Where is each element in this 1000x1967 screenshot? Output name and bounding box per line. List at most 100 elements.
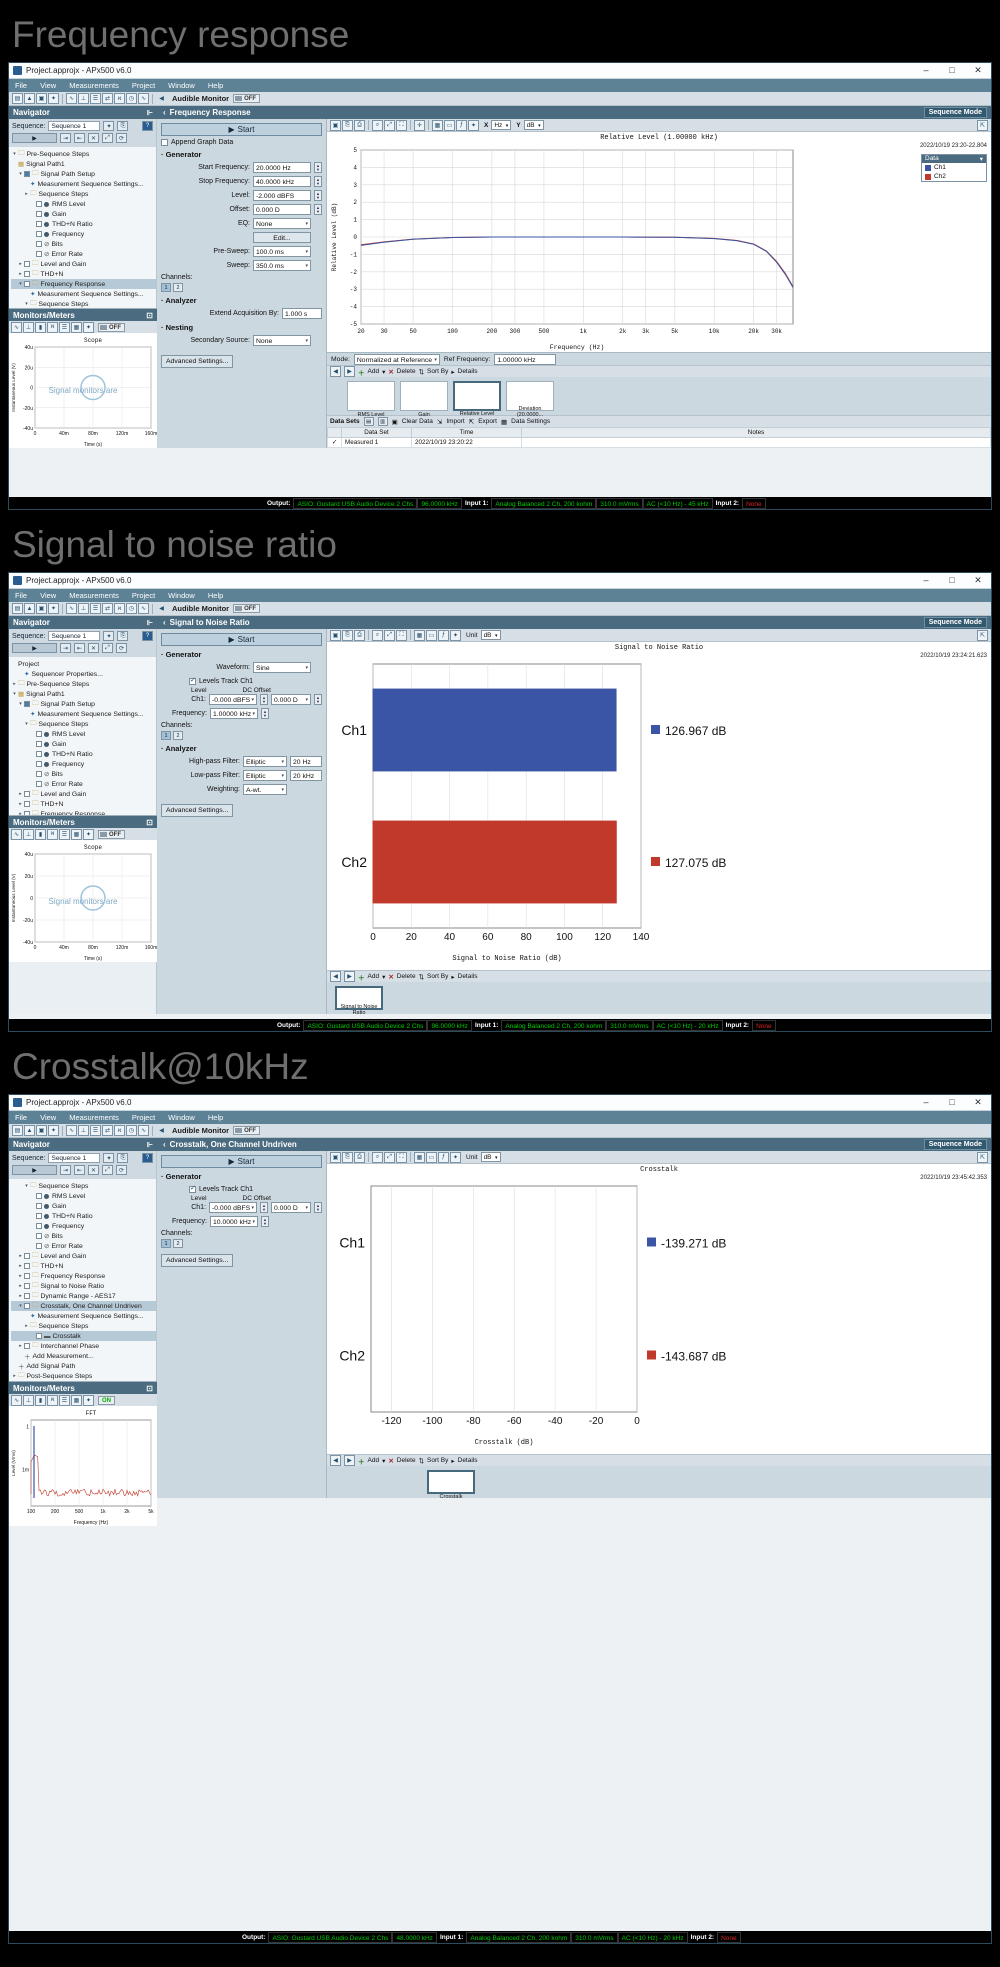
menu-view[interactable]: View xyxy=(40,81,56,90)
monitor-list-icon[interactable]: ☰ xyxy=(59,322,70,333)
monitor-toggle[interactable]: OFF xyxy=(98,323,125,332)
tree-item[interactable]: ▸ 🗀 Frequency Response xyxy=(11,1271,156,1281)
close-button[interactable]: ✕ xyxy=(965,65,991,76)
start-button-snr[interactable]: ▶ Start xyxy=(161,633,322,646)
graph-settings-icon-ct[interactable]: ✦ xyxy=(450,1152,461,1163)
ch1-dc-input[interactable]: 0.000 D xyxy=(271,694,311,705)
zoom-icon[interactable]: ⌕ xyxy=(372,120,383,131)
tree-item[interactable]: ▾ ▦ Signal Path1 xyxy=(11,689,156,699)
navigator-pin-icon-snr[interactable]: ⊩ xyxy=(147,619,153,627)
ch1-level-stepper[interactable]: ▲ ▼ xyxy=(260,694,268,705)
tree-item[interactable]: ▦ Signal Path1 xyxy=(11,159,156,169)
meter-icon-ct[interactable]: ⊥ xyxy=(78,1125,89,1136)
meter-icon[interactable]: ⊥ xyxy=(78,93,89,104)
sort-icon-ct[interactable]: ⇅ xyxy=(419,1457,424,1465)
step-forward-icon-ct[interactable]: ⇥ xyxy=(60,1165,71,1175)
sequence-mode-button-snr[interactable]: Sequence Mode xyxy=(924,617,987,628)
tree-item[interactable]: Gain xyxy=(11,209,156,219)
sequence-mode-button[interactable]: Sequence Mode xyxy=(924,107,987,118)
tree-item[interactable]: ✦Measurement Sequence Settings... xyxy=(11,1311,156,1321)
output-rate-value[interactable]: 96.0000 kHz xyxy=(417,498,462,509)
menu-file-snr[interactable]: File xyxy=(15,591,27,600)
scope-icon-snr[interactable]: ∿ xyxy=(138,603,149,614)
help-icon-ct[interactable]: ? xyxy=(142,1153,153,1163)
refresh-icon-ct[interactable]: ⟳ xyxy=(116,1165,127,1175)
tree-checkbox[interactable] xyxy=(24,1253,30,1259)
tree-item[interactable]: RMS Level xyxy=(11,729,156,739)
waveform-icon-snr[interactable]: ∿ xyxy=(66,603,77,614)
stop-icon[interactable]: ✕ xyxy=(88,133,99,143)
output-device-value-ct[interactable]: ASIO: Gustard USB Audio Device 2 Chs xyxy=(268,1932,392,1943)
input2-value[interactable]: None xyxy=(742,498,766,509)
formula-icon-snr[interactable]: ƒ xyxy=(438,630,449,641)
input1-level-value-snr[interactable]: 310.0 mVrms xyxy=(606,1020,652,1031)
crosshair-icon[interactable]: ✛ xyxy=(414,120,425,131)
input2-value-ct[interactable]: None xyxy=(717,1932,741,1943)
tree-expand-icon[interactable]: ▸ xyxy=(17,1253,24,1259)
advanced-settings-button[interactable]: Advanced Settings... xyxy=(161,355,233,368)
menu-help[interactable]: Help xyxy=(208,81,223,90)
output-rate-value-ct[interactable]: 48.0000 kHz xyxy=(392,1932,437,1943)
tree-item[interactable]: Project xyxy=(11,659,156,669)
tree-item[interactable]: ▾ 🗀 Signal Path Setup xyxy=(11,699,156,709)
tree-item[interactable]: Frequency xyxy=(11,229,156,239)
levels-track-checkbox-ct[interactable] xyxy=(189,1186,196,1193)
monitor-scope-icon-snr[interactable]: ∿ xyxy=(11,829,22,840)
new-project-icon[interactable]: ▤ xyxy=(12,93,23,104)
refresh-icon-snr[interactable]: ⟳ xyxy=(116,643,127,653)
delete-label-ct[interactable]: Delete xyxy=(397,1457,416,1464)
expand-graph-icon-snr[interactable]: ⛶ xyxy=(396,630,407,641)
lowpass-freq-input[interactable]: 20 kHz xyxy=(290,770,322,781)
tree-checkbox[interactable] xyxy=(24,171,30,177)
speaker-icon-ct[interactable]: ◀ xyxy=(156,1125,167,1136)
maximize-button[interactable]: □ xyxy=(939,65,965,76)
sort-icon[interactable]: ⇅ xyxy=(419,368,424,376)
tree-checkbox[interactable] xyxy=(24,791,30,797)
graph-settings-icon-snr[interactable]: ✦ xyxy=(450,630,461,641)
table-row[interactable]: ✓ Measured 1 2022/10/19 23:20:22 xyxy=(328,438,991,448)
speaker-icon[interactable]: ◀ xyxy=(156,93,167,104)
tree-checkbox[interactable] xyxy=(36,781,42,787)
tree-checkbox[interactable] xyxy=(24,1273,30,1279)
monitor-list-icon-snr[interactable]: ☰ xyxy=(59,829,70,840)
monitor-settings-icon-snr[interactable]: ✦ xyxy=(83,829,94,840)
menu-project-ct[interactable]: Project xyxy=(132,1113,155,1122)
tree-expand-icon[interactable]: ▾ xyxy=(17,281,24,287)
tree-item[interactable]: ✦Measurement Sequence Settings... xyxy=(11,709,156,719)
tree-item[interactable]: ✦Measurement Sequence Settings... xyxy=(11,289,156,299)
sort-icon-snr[interactable]: ⇅ xyxy=(419,973,424,981)
result-next-icon-snr[interactable]: ▶ xyxy=(344,971,355,982)
monitor-scope-icon[interactable]: ∿ xyxy=(11,322,22,333)
minimize-button[interactable]: – xyxy=(913,65,939,76)
tree-checkbox[interactable] xyxy=(36,201,42,207)
ch1-level-input-ct[interactable]: -0.000 dBFS xyxy=(209,1202,257,1213)
tree-expand-icon[interactable]: ▸ xyxy=(11,681,18,687)
channel-1-toggle-snr[interactable]: 1 xyxy=(161,731,171,740)
fft-icon[interactable]: ﬡ xyxy=(114,93,125,104)
eq-edit-button[interactable]: Edit... xyxy=(253,232,311,243)
menu-measurements-ct[interactable]: Measurements xyxy=(69,1113,119,1122)
export-graph-icon-ct[interactable]: ⇱ xyxy=(977,1152,988,1163)
ch1-dc-input-ct[interactable]: 0.000 D xyxy=(271,1202,311,1213)
dataset-view-1[interactable]: ▤ xyxy=(364,417,374,426)
close-button-snr[interactable]: ✕ xyxy=(965,575,991,586)
speaker-icon-snr[interactable]: ◀ xyxy=(156,603,167,614)
clear-data-label[interactable]: Clear Data xyxy=(402,418,433,425)
print-graph-icon-ct[interactable]: ⎙ xyxy=(354,1152,365,1163)
add-label[interactable]: Add xyxy=(368,368,380,375)
tree-expand-icon[interactable]: ▾ xyxy=(17,1303,24,1309)
tree-item[interactable]: ▸ 🗀 Level and Gain xyxy=(11,1251,156,1261)
sort-label[interactable]: Sort By xyxy=(427,368,448,375)
tree-item[interactable]: ✦Measurement Sequence Settings... xyxy=(11,179,156,189)
highpass-freq-input[interactable]: 20 Hz xyxy=(290,756,322,767)
add-icon[interactable]: ＋ xyxy=(358,367,365,377)
tree-item[interactable]: THD+N Ratio xyxy=(11,749,156,759)
thumb-gain[interactable]: Gain xyxy=(400,381,448,411)
back-arrow-icon-snr[interactable]: ‹ xyxy=(163,618,166,627)
monitor-grid-icon[interactable]: ▦ xyxy=(71,322,82,333)
expand-graph-icon[interactable]: ⛶ xyxy=(396,120,407,131)
save-project-icon[interactable]: ▣ xyxy=(36,93,47,104)
cursor-icon-snr[interactable]: ▭ xyxy=(426,630,437,641)
delete-icon-ct[interactable]: ✕ xyxy=(388,1457,393,1465)
tree-item[interactable]: ▸ 🗀 THD+N xyxy=(11,269,156,279)
